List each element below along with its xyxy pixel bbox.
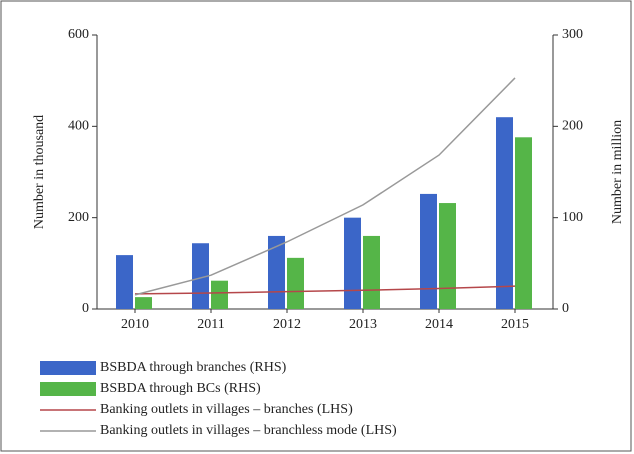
bar [211,280,228,309]
y2-tick-label: 0 [562,301,569,316]
y-tick-label: 400 [68,119,89,134]
legend-swatch [40,382,96,396]
y-axis-label: Number in thousand [32,115,47,229]
x-tick-label: 2014 [425,317,453,332]
y-tick-label: 600 [68,27,89,42]
legend-label: Banking outlets in villages – branchless… [100,423,397,438]
y-tick-label: 0 [82,301,89,316]
x-tick-label: 2015 [501,317,529,332]
bar [363,235,380,309]
y-tick-label: 200 [68,210,89,225]
bar [515,137,532,309]
bar [496,117,513,309]
legend-label: Banking outlets in villages – branches (… [100,402,353,417]
line [134,77,516,296]
bar [135,297,152,309]
legend-label: BSBDA through BCs (RHS) [100,381,261,396]
legend-label: BSBDA through branches (RHS) [100,360,287,375]
y2-tick-label: 100 [562,210,583,225]
x-tick-label: 2010 [121,317,149,332]
bar [439,203,456,309]
x-tick-label: 2012 [273,317,301,332]
bar [344,217,361,309]
line [134,285,516,295]
x-tick-label: 2011 [197,317,224,332]
bar [116,255,133,309]
bar [420,193,437,309]
bar [268,235,285,309]
y2-tick-label: 200 [562,119,583,134]
bar [287,257,304,309]
y2-tick-label: 300 [562,27,583,42]
legend-swatch [40,361,96,375]
x-tick-label: 2013 [349,317,377,332]
y2-axis-label: Number in million [610,120,625,224]
